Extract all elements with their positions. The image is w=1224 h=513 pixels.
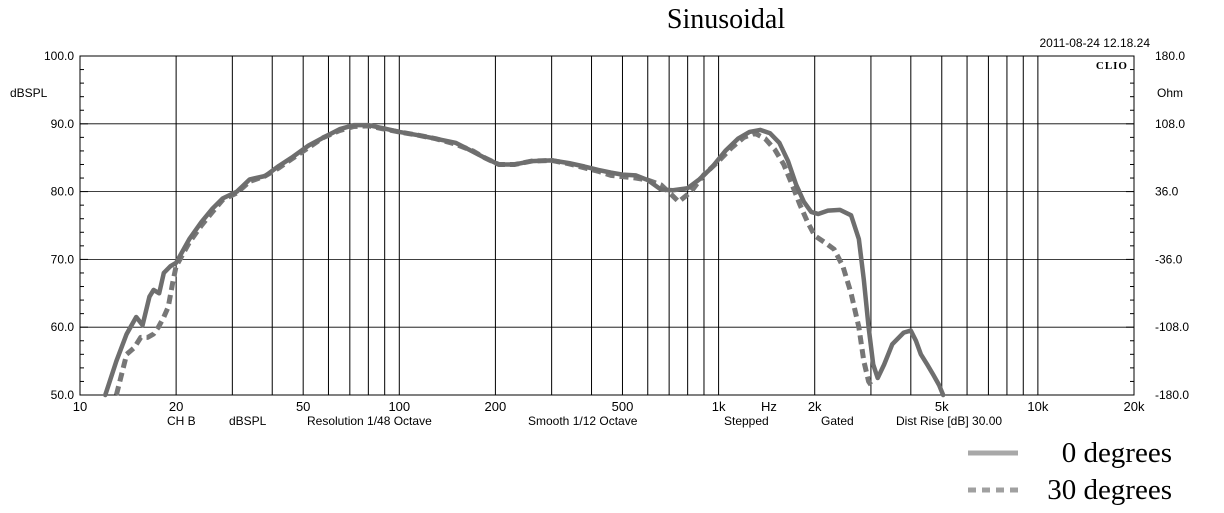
y-tick-label: 50.0 — [51, 388, 75, 402]
footer-smooth: Smooth 1/12 Octave — [528, 414, 638, 428]
grid — [80, 56, 1134, 395]
y-tick-label: 60.0 — [51, 320, 75, 334]
tick-marks — [80, 55, 1134, 396]
y2-tick-label: 108.0 — [1155, 117, 1185, 131]
chart-title: Sinusoidal — [667, 4, 785, 35]
y2-tick-label: 180.0 — [1155, 49, 1185, 63]
x-axis-unit: Hz — [761, 399, 777, 414]
y-tick-label: 90.0 — [51, 117, 75, 131]
footer-dist-rise: Dist Rise [dB] 30.00 — [896, 414, 1002, 428]
footer-mode: Stepped — [724, 414, 769, 428]
y2-tick-label: -108.0 — [1155, 320, 1189, 334]
measurement-footer: CH B dBSPL Resolution 1/48 Octave Smooth… — [167, 414, 1002, 428]
x-tick-label: 500 — [612, 399, 634, 414]
y2-axis-unit: Ohm — [1157, 86, 1183, 100]
legend: 0 degrees 30 degrees — [968, 437, 1172, 506]
legend-label-0-degrees: 0 degrees — [1062, 437, 1172, 469]
legend-label-30-degrees: 30 degrees — [1047, 474, 1172, 506]
brand-background — [1078, 58, 1130, 71]
x-tick-label: 20k — [1124, 399, 1145, 414]
plot-frame — [79, 55, 1135, 396]
x-axis-labels: 10 20 50 100 200 500 1k 2k 5k 10k 20k — [73, 399, 1145, 414]
series-line-0-degrees — [103, 122, 946, 398]
footer-resolution: Resolution 1/48 Octave — [307, 414, 432, 428]
x-tick-label: 100 — [388, 399, 410, 414]
footer-gating: Gated — [821, 414, 854, 428]
x-tick-label: 50 — [296, 399, 310, 414]
y2-axis-labels: -180.0 -108.0 -36.0 36.0 108.0 180.0 — [1155, 49, 1189, 402]
x-tick-label: 2k — [808, 399, 822, 414]
y2-tick-label: -180.0 — [1155, 388, 1189, 402]
brand-label: CLIO — [1096, 60, 1128, 72]
x-tick-label: 10 — [73, 399, 87, 414]
timestamp: 2011-08-24 12.18.24 — [1039, 36, 1150, 50]
x-tick-label: 10k — [1027, 399, 1048, 414]
y-tick-label: 80.0 — [51, 185, 75, 199]
y-tick-label: 70.0 — [51, 252, 75, 266]
x-tick-label: 1k — [712, 399, 726, 414]
y-axis-unit: dBSPL — [10, 86, 48, 100]
x-tick-label: 20 — [169, 399, 183, 414]
y2-tick-label: -36.0 — [1155, 252, 1183, 266]
x-tick-label: 200 — [485, 399, 507, 414]
y-tick-label: 100.0 — [44, 49, 74, 63]
y-axis-labels: 50.0 60.0 70.0 80.0 90.0 100.0 — [44, 49, 74, 402]
footer-unit: dBSPL — [229, 414, 267, 428]
x-tick-label: 5k — [935, 399, 949, 414]
y2-tick-label: 36.0 — [1155, 185, 1179, 199]
footer-channel: CH B — [167, 414, 196, 428]
